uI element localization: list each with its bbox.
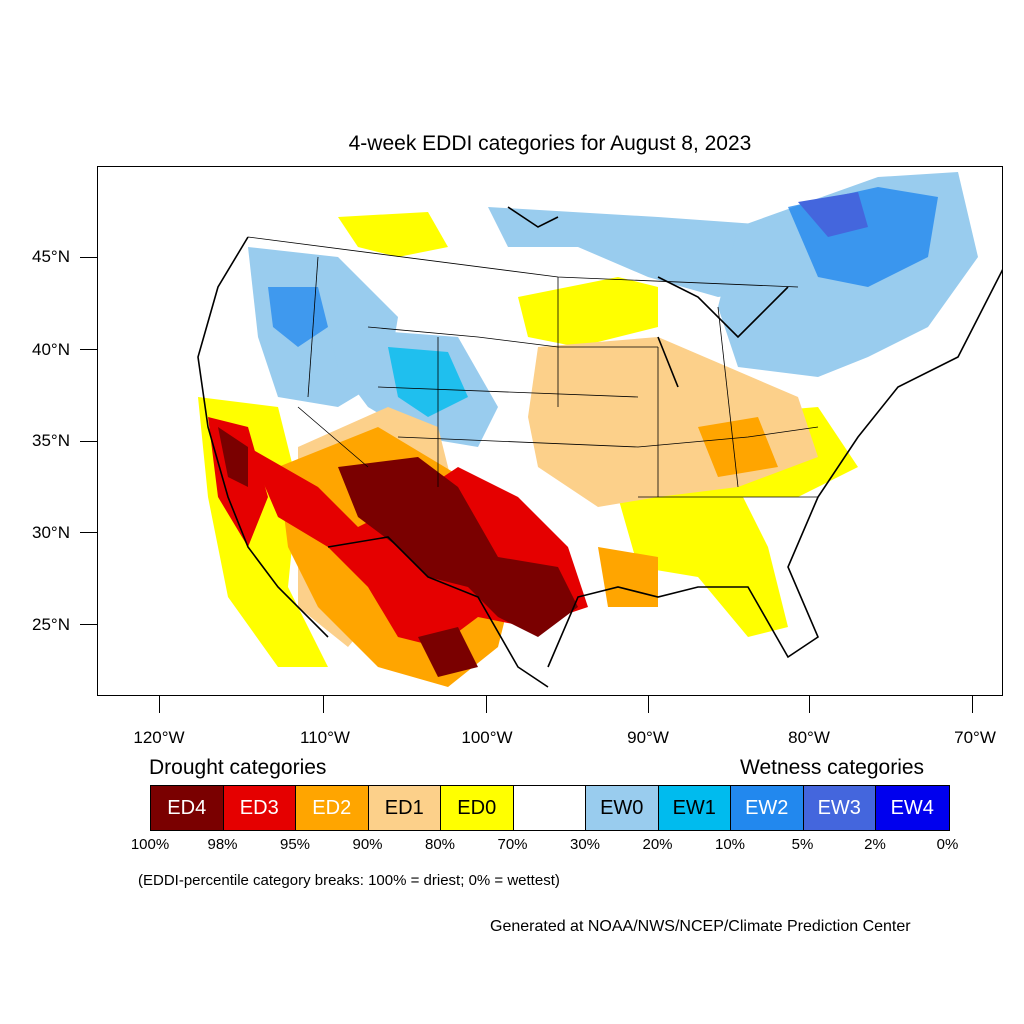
percent-break-label: 98% (207, 836, 238, 853)
percent-break-label: 30% (569, 836, 601, 853)
lon-tick (159, 696, 160, 713)
lat-label-40n: 40°N (32, 340, 70, 359)
lon-label-100w: 100°W (461, 728, 513, 747)
legend-cell-ed0: ED0 (441, 786, 514, 830)
legend-cell-ed4: ED4 (151, 786, 224, 830)
lat-tick (80, 441, 97, 442)
lat-label-25n: 25°N (32, 615, 70, 634)
legend-cell-ed1: ED1 (368, 786, 441, 830)
lon-tick (486, 696, 487, 713)
legend-cell-ew3: EW3 (803, 786, 876, 830)
lat-tick (80, 532, 97, 533)
wet-region-northeast-deep (798, 192, 868, 237)
state-boundaries (247, 236, 819, 498)
lon-label-90w: 90°W (627, 728, 669, 747)
percent-break-label: 80% (424, 836, 456, 853)
ed2-region-ohio (698, 417, 778, 477)
percent-break-label: 70% (497, 836, 528, 853)
wetness-categories-heading: Wetness categories (740, 756, 925, 779)
lat-label-30n: 30°N (32, 523, 70, 542)
percent-break-label: 5% (791, 836, 814, 853)
lat-label-45n: 45°N (32, 247, 70, 266)
lat-tick (80, 624, 97, 625)
percent-break-label: 10% (714, 836, 746, 853)
category-breaks-note: (EDDI-percentile category breaks: 100% =… (138, 872, 560, 889)
percent-break-label: 95% (279, 836, 311, 853)
percent-break-label: 2% (864, 836, 886, 853)
ed0-region-south (618, 487, 788, 637)
credit-line: Generated at NOAA/NWS/NCEP/Climate Predi… (490, 918, 911, 935)
percent-break-label: 90% (352, 836, 383, 853)
legend-cell-ew0: EW0 (586, 786, 659, 830)
legend-cell-ed2: ED2 (296, 786, 369, 830)
eddi-map (97, 166, 1003, 696)
percent-break-label: 100% (130, 836, 170, 853)
lat-tick (80, 349, 97, 350)
ed2-region-gulf (598, 547, 658, 607)
legend-cell-ew2: EW2 (731, 786, 804, 830)
wet-region-rockies-core (388, 347, 468, 417)
legend-cell-ew4: EW4 (876, 786, 949, 830)
lon-label-80w: 80°W (788, 728, 830, 747)
legend-colorbar: ED4 ED3 ED2 ED1 ED0 EW0 EW1 EW2 EW3 EW4 (150, 785, 950, 831)
map-title: 4-week EDDI categories for August 8, 202… (348, 132, 752, 155)
ed4-region-california (218, 427, 248, 487)
coastlines (197, 206, 1002, 688)
lon-label-120w: 120°W (133, 728, 185, 747)
conus-map-canvas (197, 172, 1002, 695)
ed0-region-central (518, 277, 658, 347)
percent-break-label: 20% (642, 836, 673, 853)
lon-tick (809, 696, 810, 713)
drought-categories-heading: Drought categories (149, 756, 327, 779)
lon-tick (648, 696, 649, 713)
ed4-region-texas (338, 457, 578, 637)
lon-label-70w: 70°W (954, 728, 996, 747)
lat-tick (80, 257, 97, 258)
percent-break-label: 0% (936, 836, 959, 853)
lon-label-110w: 110°W (300, 728, 350, 747)
lat-label-35n: 35°N (32, 431, 70, 450)
lon-tick (323, 696, 324, 713)
wet-region-north (488, 207, 798, 297)
lon-tick (972, 696, 973, 713)
ed4-region-mexico (418, 627, 478, 677)
legend-cell-ed3: ED3 (223, 786, 296, 830)
ed0-region-north (338, 212, 448, 257)
legend-cell-ew1: EW1 (658, 786, 731, 830)
legend-cell-neutral (513, 786, 586, 830)
